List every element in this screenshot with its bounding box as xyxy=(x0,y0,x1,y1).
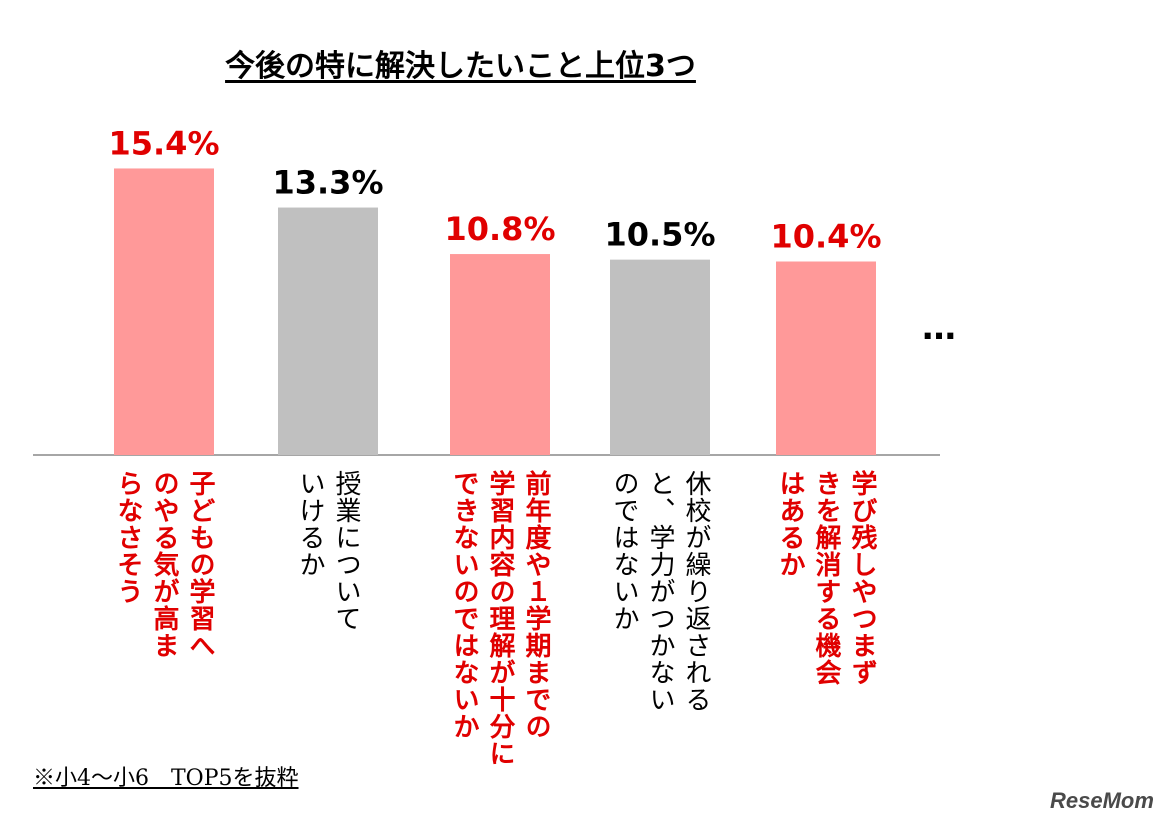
category-label-line: 子どもの学習へ xyxy=(185,470,215,659)
category-label-line: 学び残しやつまず xyxy=(847,470,877,686)
category-label-line: と、学力がつかない xyxy=(645,470,675,713)
category-label-line: らなさそう xyxy=(113,470,143,605)
category-label-1: 子どもの学習へ のやる気が高ま らなさそう xyxy=(110,470,218,800)
category-label-line: はあるか xyxy=(775,470,805,578)
bar-5 xyxy=(776,261,876,455)
value-label-1: 15.4% xyxy=(108,124,219,162)
chart-title: 今後の特に解決したいこと上位3つ xyxy=(225,49,696,84)
category-label-line: のやる気が高ま xyxy=(149,470,179,659)
resemom-logo: ReseMom xyxy=(1050,788,1154,813)
ellipsis: … xyxy=(922,308,960,348)
category-label-line: いけるか xyxy=(295,470,325,578)
category-label-line: 授業について xyxy=(331,470,361,632)
value-label-4: 10.5% xyxy=(604,216,715,254)
category-label-line: 学習内容の理解が十分に xyxy=(485,470,515,767)
category-label-5: 学び残しやつまず きを解消する機会 はあるか xyxy=(772,470,880,800)
value-label-3: 10.8% xyxy=(444,210,555,248)
value-label-5: 10.4% xyxy=(770,217,881,255)
category-label-line: のではないか xyxy=(609,470,639,632)
category-label-2: 授業について いけるか xyxy=(292,470,364,800)
category-label-line: きを解消する機会 xyxy=(811,470,841,686)
bar-1 xyxy=(114,168,214,455)
footnote: ※小4～小6 TOP5を抜粋 xyxy=(33,766,299,791)
bar-3 xyxy=(450,254,550,455)
category-label-4: 休校が繰り返される と、学力がつかない のではないか xyxy=(606,470,714,800)
bar-2 xyxy=(278,207,378,455)
bar-4 xyxy=(610,259,710,455)
value-label-2: 13.3% xyxy=(272,164,383,202)
category-label-line: できないのではないか xyxy=(449,470,479,740)
category-label-line: 休校が繰り返される xyxy=(681,470,711,713)
category-label-3: 前年度や１学期までの 学習内容の理解が十分に できないのではないか xyxy=(446,470,554,800)
category-label-line: 前年度や１学期までの xyxy=(521,470,551,740)
